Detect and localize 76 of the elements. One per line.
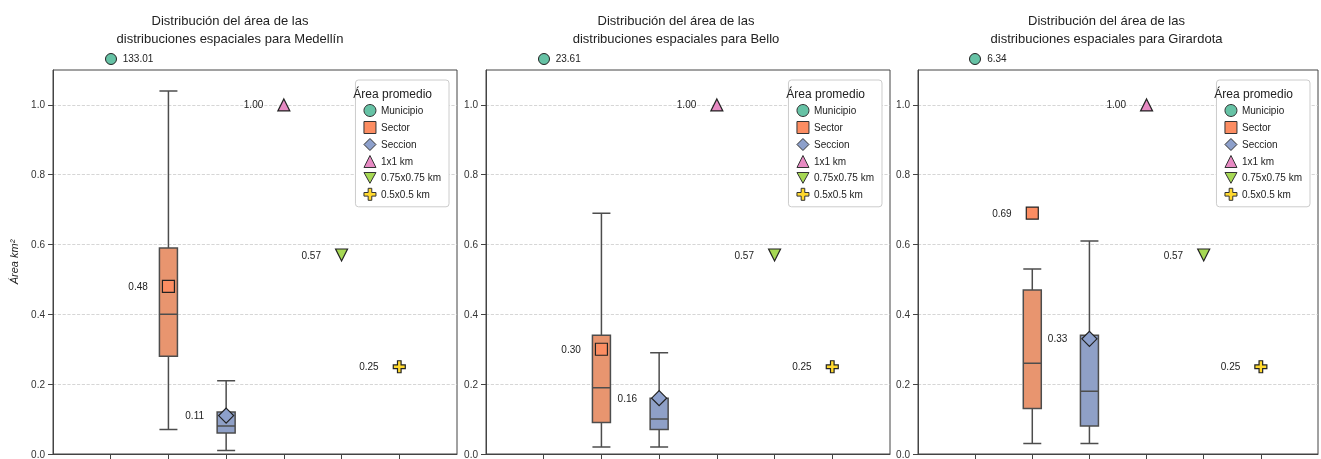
point	[594, 342, 609, 356]
point	[161, 279, 176, 294]
point	[710, 98, 724, 112]
legend-label: 0.5x0.5 km	[813, 188, 863, 200]
point	[651, 390, 668, 407]
y-tick-label: 0.2	[896, 378, 911, 390]
y-tick-label: 0.6	[896, 239, 911, 251]
chart-title: Distribución del área de las distribuciones espaciales para Girardota	[990, 12, 1224, 46]
y-tick-label: 0.8	[464, 169, 479, 181]
data-label: 0.69	[992, 207, 1013, 219]
y-tick-label: 1.0	[464, 99, 479, 111]
legend-title: Área promedio	[786, 86, 866, 101]
legend-label: Seccion	[1241, 139, 1278, 150]
y-axis-title: Área km²	[7, 239, 20, 286]
legend-label: 1x1 km	[813, 156, 847, 167]
legend-label: Municipio	[1241, 105, 1285, 116]
legend-label: 0.75x0.75 km	[813, 172, 875, 184]
legend-label: Seccion	[380, 139, 417, 150]
point	[1025, 206, 1039, 220]
legend-title: Área promedio	[1214, 86, 1294, 101]
point	[1139, 98, 1154, 112]
text: 133.01	[122, 52, 154, 64]
legend-label: Sector	[813, 122, 844, 133]
chart-title: Distribución del área de las distribuciones espaciales para Medellín	[116, 12, 344, 46]
chart-title: Distribución del área de las distribuciones espaciales para Bello	[572, 12, 780, 46]
y-tick-label: 0.8	[31, 169, 46, 181]
point	[1254, 360, 1268, 374]
legend-label: Sector	[380, 122, 411, 133]
y-tick-label: 0.8	[896, 169, 911, 181]
legend-label: Municipio	[813, 105, 857, 116]
y-tick-label: 0.6	[31, 239, 46, 251]
data-label: 1.00	[676, 99, 697, 111]
data-label: 0.57	[734, 249, 755, 261]
data-label: 0.25	[792, 361, 813, 373]
point	[277, 98, 291, 112]
text: 6.34	[987, 52, 1008, 64]
data-label: 0.25	[1220, 361, 1241, 373]
legend-label: 0.75x0.75 km	[380, 172, 442, 184]
point	[825, 360, 839, 374]
point	[1081, 330, 1098, 347]
data-label: 1.00	[243, 99, 264, 111]
y-tick-label: 0.2	[464, 378, 479, 390]
y-tick-label: 0.6	[464, 239, 479, 251]
data-label: 0.16	[617, 392, 638, 404]
legend-title: Área promedio	[353, 86, 433, 101]
y-tick-label: 0.4	[31, 308, 46, 320]
y-tick-label: 1.0	[896, 99, 911, 111]
legend-label: 0.5x0.5 km	[380, 188, 430, 200]
legend-label: Sector	[1241, 122, 1272, 133]
legend-label: 0.75x0.75 km	[1241, 172, 1303, 184]
point	[392, 360, 406, 374]
y-tick-label: 1.0	[31, 99, 46, 111]
point	[767, 248, 782, 262]
legend-label: Municipio	[380, 105, 424, 116]
y-tick-label: 0.0	[896, 448, 911, 459]
data-label: 0.57	[1163, 249, 1184, 261]
legend-label: Seccion	[813, 139, 850, 150]
legend-label: 1x1 km	[1241, 156, 1275, 167]
data-label: 0.30	[561, 343, 582, 355]
data-label: 0.48	[128, 280, 149, 292]
point	[1197, 248, 1211, 262]
y-tick-label: 0.4	[464, 308, 479, 320]
y-tick-label: 0.0	[31, 448, 46, 459]
text: 23.61	[555, 52, 582, 64]
legend-label: 0.5x0.5 km	[1241, 188, 1291, 200]
data-label: 0.11	[185, 410, 205, 422]
y-tick-label: 0.2	[31, 378, 46, 390]
data-label: 1.00	[1106, 99, 1127, 111]
y-tick-label: 0.4	[896, 308, 911, 320]
legend-label: 1x1 km	[380, 156, 414, 167]
y-tick-label: 0.0	[464, 448, 479, 459]
point	[334, 248, 349, 262]
point	[218, 407, 235, 424]
data-label: 0.25	[359, 361, 380, 373]
data-label: 0.57	[301, 249, 322, 261]
data-label: 0.33	[1047, 333, 1068, 345]
